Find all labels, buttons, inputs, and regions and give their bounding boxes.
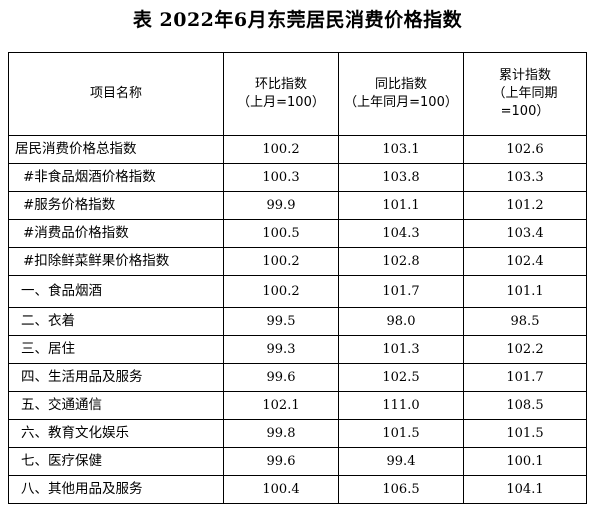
row-mom-value: 100.2 xyxy=(223,135,339,164)
row-yoy-value: 101.7 xyxy=(338,275,464,308)
row-yoy-value: 101.1 xyxy=(338,191,464,220)
row-mom-value: 100.3 xyxy=(223,163,339,192)
row-yoy-value: 99.4 xyxy=(338,447,464,476)
row-mom-value: 100.2 xyxy=(223,275,339,308)
column-header-yoy-label: 同比指数 xyxy=(374,77,427,92)
row-yoy-value: 102.5 xyxy=(338,363,464,392)
table-row: 居民消费价格总指数 100.2 103.1 102.6 xyxy=(8,135,587,164)
row-cumulative-value: 101.7 xyxy=(463,363,587,392)
row-yoy-value: 101.3 xyxy=(338,335,464,364)
table-row: 二、衣着 99.5 98.0 98.5 xyxy=(8,307,587,336)
column-header-cumulative-label: 累计指数 xyxy=(498,68,551,83)
row-cumulative-value: 104.1 xyxy=(463,475,587,504)
table-row: #服务价格指数 99.9 101.1 101.2 xyxy=(8,191,587,220)
table-row: #消费品价格指数 100.5 104.3 103.4 xyxy=(8,219,587,248)
row-mom-value: 100.4 xyxy=(223,475,339,504)
column-header-yoy-index: 同比指数 （上年同月=100） xyxy=(338,52,464,136)
column-header-mom-base: （上月=100） xyxy=(237,95,325,110)
table-row: #非食品烟酒价格指数 100.3 103.8 103.3 xyxy=(8,163,587,192)
row-cumulative-value: 102.2 xyxy=(463,335,587,364)
column-header-item-name-label: 项目名称 xyxy=(89,86,142,101)
row-item-name: 三、居住 xyxy=(8,335,224,364)
table-row: 三、居住 99.3 101.3 102.2 xyxy=(8,335,587,364)
table-header-row: 项目名称 环比指数 （上月=100） 同比指数 （上年同月=100） 累计指数 … xyxy=(8,52,587,136)
row-item-name: 居民消费价格总指数 xyxy=(8,135,224,164)
row-item-name: 八、其他用品及服务 xyxy=(8,475,224,504)
row-cumulative-value: 103.3 xyxy=(463,163,587,192)
row-cumulative-value: 101.1 xyxy=(463,275,587,308)
row-yoy-value: 102.8 xyxy=(338,247,464,276)
table-row: 七、医疗保健 99.6 99.4 100.1 xyxy=(8,447,587,476)
row-item-name: #扣除鲜菜鲜果价格指数 xyxy=(8,247,224,276)
row-mom-value: 99.6 xyxy=(223,363,339,392)
row-yoy-value: 103.1 xyxy=(338,135,464,164)
table-row: 四、生活用品及服务 99.6 102.5 101.7 xyxy=(8,363,587,392)
row-item-name: #非食品烟酒价格指数 xyxy=(8,163,224,192)
column-header-cumulative-base-1: （上年同期 xyxy=(492,86,558,101)
row-item-name: #服务价格指数 xyxy=(8,191,224,220)
row-mom-value: 100.5 xyxy=(223,219,339,248)
table-row: 一、食品烟酒 100.2 101.7 101.1 xyxy=(8,275,587,308)
column-header-mom-index: 环比指数 （上月=100） xyxy=(223,52,339,136)
row-cumulative-value: 101.5 xyxy=(463,419,587,448)
row-cumulative-value: 100.1 xyxy=(463,447,587,476)
row-item-name: #消费品价格指数 xyxy=(8,219,224,248)
row-yoy-value: 104.3 xyxy=(338,219,464,248)
row-yoy-value: 98.0 xyxy=(338,307,464,336)
row-cumulative-value: 103.4 xyxy=(463,219,587,248)
row-yoy-value: 106.5 xyxy=(338,475,464,504)
cpi-table: 项目名称 环比指数 （上月=100） 同比指数 （上年同月=100） 累计指数 … xyxy=(8,52,587,504)
row-yoy-value: 103.8 xyxy=(338,163,464,192)
row-item-name: 四、生活用品及服务 xyxy=(8,363,224,392)
row-mom-value: 99.9 xyxy=(223,191,339,220)
table-row: 八、其他用品及服务 100.4 106.5 104.1 xyxy=(8,475,587,504)
row-mom-value: 100.2 xyxy=(223,247,339,276)
row-cumulative-value: 101.2 xyxy=(463,191,587,220)
row-cumulative-value: 98.5 xyxy=(463,307,587,336)
table-row: 六、教育文化娱乐 99.8 101.5 101.5 xyxy=(8,419,587,448)
column-header-cumulative-base-2: =100） xyxy=(500,104,550,119)
row-yoy-value: 101.5 xyxy=(338,419,464,448)
table-row: #扣除鲜菜鲜果价格指数 100.2 102.8 102.4 xyxy=(8,247,587,276)
row-mom-value: 99.5 xyxy=(223,307,339,336)
table-title: 表 2022年6月东莞居民消费价格指数 xyxy=(132,9,463,31)
row-item-name: 一、食品烟酒 xyxy=(8,275,224,308)
row-item-name: 六、教育文化娱乐 xyxy=(8,419,224,448)
row-mom-value: 102.1 xyxy=(223,391,339,420)
column-header-mom-label: 环比指数 xyxy=(254,77,307,92)
row-mom-value: 99.3 xyxy=(223,335,339,364)
row-yoy-value: 111.0 xyxy=(338,391,464,420)
column-header-yoy-base: （上年同月=100） xyxy=(344,95,458,110)
row-cumulative-value: 102.6 xyxy=(463,135,587,164)
column-header-cumulative-index: 累计指数 （上年同期 =100） xyxy=(463,52,587,136)
row-item-name: 二、衣着 xyxy=(8,307,224,336)
column-header-item-name: 项目名称 xyxy=(8,52,224,136)
row-item-name: 七、医疗保健 xyxy=(8,447,224,476)
table-row: 五、交通通信 102.1 111.0 108.5 xyxy=(8,391,587,420)
row-cumulative-value: 102.4 xyxy=(463,247,587,276)
row-item-name: 五、交通通信 xyxy=(8,391,224,420)
row-mom-value: 99.8 xyxy=(223,419,339,448)
row-cumulative-value: 108.5 xyxy=(463,391,587,420)
row-mom-value: 99.6 xyxy=(223,447,339,476)
